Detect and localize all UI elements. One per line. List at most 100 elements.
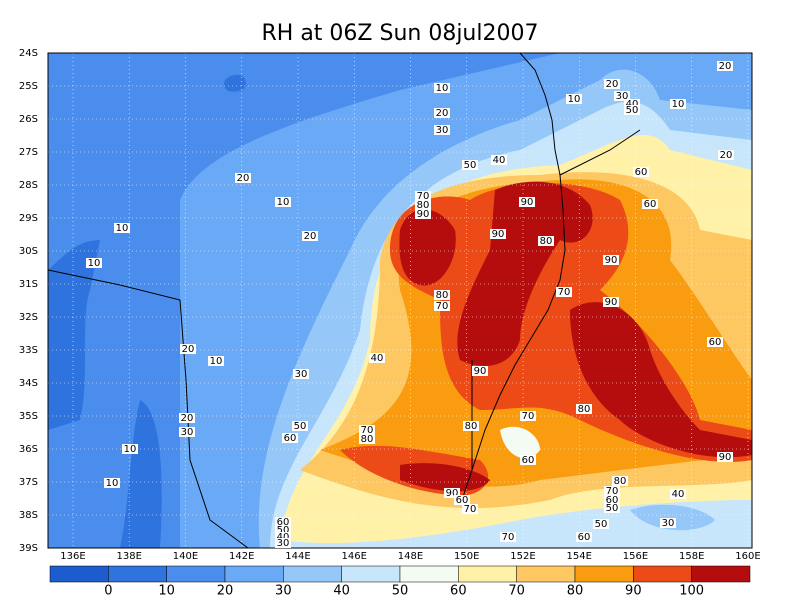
colorbar-label: 20 [217, 584, 234, 599]
coast-path [48, 269, 249, 548]
contour-label-bg [614, 91, 630, 101]
colorbar-box [691, 565, 751, 583]
contour-label-bg [180, 344, 196, 354]
contour-label: 10 [436, 83, 449, 94]
contour-label-bg [369, 353, 385, 363]
contour-label: 80 [540, 236, 553, 247]
contour-label: 20 [182, 344, 195, 355]
contour-label-bg [235, 173, 251, 183]
coastline [48, 53, 641, 548]
contour-label: 60 [522, 455, 535, 466]
contour-label-bg [463, 421, 479, 431]
contour-label-bg [359, 425, 375, 435]
contour-label: 70 [464, 504, 477, 515]
contour-label: 10 [210, 356, 223, 367]
contour-label: 20 [181, 413, 194, 424]
contour-label: 90 [474, 366, 487, 377]
contour-label: 30 [277, 538, 290, 549]
lat-label: 27S [19, 147, 38, 158]
contour-label: 60 [578, 532, 591, 543]
contour-label-bg [104, 478, 120, 488]
colorbar-label: 80 [567, 584, 584, 599]
contour-label: 10 [672, 99, 685, 110]
contour-label: 80 [578, 404, 591, 415]
lat-label: 26S [19, 114, 38, 125]
colorbar-box [108, 565, 167, 583]
contour-label: 80 [417, 200, 430, 211]
contour-label-bg [670, 489, 686, 499]
colorbar-label: 40 [333, 584, 350, 599]
colorbar-label: 30 [275, 584, 292, 599]
contour-label-bg [434, 290, 450, 300]
lon-label: 150E [454, 551, 479, 562]
lat-label: 24S [19, 48, 38, 59]
colorbar-label: 100 [679, 584, 704, 599]
contour-label-bg [576, 532, 592, 542]
contour-label-bg [275, 517, 291, 527]
contour-label-bg [122, 444, 138, 454]
colorbar-label: 70 [508, 584, 525, 599]
contour-label-bg [275, 538, 291, 548]
contour-label: 10 [568, 94, 581, 105]
lon-label: 136E [60, 551, 85, 562]
contour-label-bg [415, 191, 431, 201]
contour-label: 10 [116, 223, 129, 234]
contour-label: 40 [371, 353, 384, 364]
contour-label-bg [556, 287, 572, 297]
contour-label: 50 [277, 525, 290, 536]
axes: 136E 138E 140E 142E 144E 146E 148E 150E 152E 154E… [19, 48, 761, 562]
contour-label-bg [434, 108, 450, 118]
contour-label: 70 [558, 287, 571, 298]
contour-label-bg [603, 255, 619, 265]
contour-label: 10 [277, 197, 290, 208]
contour-label-bg [520, 411, 536, 421]
contour-label: 90 [417, 209, 430, 220]
contour-label-bg [593, 519, 609, 529]
colorbar-label: 90 [625, 584, 642, 599]
contour-label-bg [624, 105, 640, 115]
lat-label: 38S [19, 510, 38, 521]
contour-label-bg [454, 495, 470, 505]
colorbar-box [341, 565, 401, 583]
lat-label: 36S [19, 444, 38, 455]
contour-label-bg [604, 486, 620, 496]
coast-path [559, 129, 641, 176]
contour-label-bg [462, 160, 478, 170]
contour-label: 60 [635, 167, 648, 178]
contour-label-bg [717, 61, 733, 71]
contour-label-bg [491, 155, 507, 165]
contour-label: 90 [605, 297, 618, 308]
colorbar-box [49, 565, 109, 583]
plot-frame [47, 52, 753, 549]
contour-label-bg [208, 356, 224, 366]
lat-label: 39S [19, 543, 38, 554]
contour-label: 60 [277, 517, 290, 528]
contour-label-bg [275, 525, 291, 535]
contour-label-bg [519, 197, 535, 207]
contour-label: 90 [446, 488, 459, 499]
contour-label-bg [633, 167, 649, 177]
contour-label-bg [293, 369, 309, 379]
contour-label-bg [275, 532, 291, 542]
lon-label: 140E [173, 551, 198, 562]
field-level [48, 240, 100, 430]
lat-label: 33S [19, 345, 38, 356]
contour-label-bg [302, 231, 318, 241]
field-level [500, 426, 540, 459]
colorbar-box [516, 565, 576, 583]
contour-label: 50 [294, 421, 307, 432]
colorbar-box [283, 565, 342, 583]
contour-label-bg [624, 99, 640, 109]
contour-label-bg [434, 301, 450, 311]
colorbar-box [224, 565, 284, 583]
contour-label-bg [604, 503, 620, 513]
colorbar-box [166, 565, 226, 583]
lat-label: 25S [19, 81, 38, 92]
lat-label: 37S [19, 477, 38, 488]
contour-label: 30 [436, 125, 449, 136]
contour-label: 20 [606, 79, 619, 90]
contour-label-bg [86, 258, 102, 268]
contour-label-bg [603, 297, 619, 307]
lat-label: 30S [19, 246, 38, 257]
contour-label: 50 [595, 519, 608, 530]
